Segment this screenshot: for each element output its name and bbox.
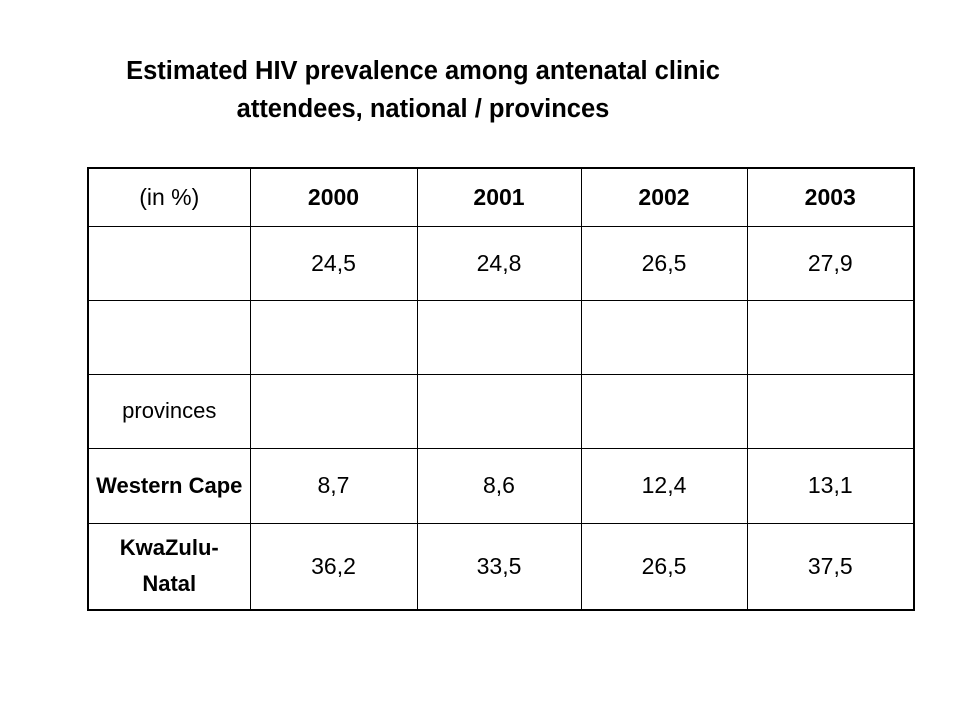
table-row-provinces: provinces [87, 373, 915, 449]
table-cell [580, 299, 748, 375]
table-row-kwazulu-natal: KwaZulu-Natal 36,2 33,5 26,5 37,5 [87, 522, 915, 611]
prevalence-table: (in %) 2000 2001 2002 2003 24,5 24,8 26,… [87, 167, 915, 611]
table-cell: 8,7 [249, 447, 418, 524]
table-row-national: 24,5 24,8 26,5 27,9 [87, 225, 915, 301]
table-cell: 26,5 [580, 225, 748, 301]
table-cell: 12,4 [580, 447, 748, 524]
table-cell: 8,6 [416, 447, 582, 524]
table-cell: 37,5 [746, 522, 915, 611]
page-title: Estimated HIV prevalence among antenatal… [0, 52, 846, 128]
table-cell: 26,5 [580, 522, 748, 611]
row-label [87, 225, 251, 301]
corner-label: (in %) [87, 167, 251, 227]
column-header-2000: 2000 [249, 167, 418, 227]
row-label [87, 299, 251, 375]
table-cell [249, 373, 418, 449]
column-header-2003: 2003 [746, 167, 915, 227]
table-cell: 27,9 [746, 225, 915, 301]
column-header-2002: 2002 [580, 167, 748, 227]
table-cell [416, 299, 582, 375]
title-line-2: attendees, national / provinces [236, 95, 610, 123]
table-cell [416, 373, 582, 449]
table-cell [249, 299, 418, 375]
table-row-western-cape: Western Cape 8,7 8,6 12,4 13,1 [87, 447, 915, 524]
title-line-1: Estimated HIV prevalence among antenatal… [126, 57, 720, 85]
table-cell: 13,1 [746, 447, 915, 524]
row-label: KwaZulu-Natal [87, 522, 251, 611]
table-cell [746, 373, 915, 449]
table-cell [746, 299, 915, 375]
table-cell: 36,2 [249, 522, 418, 611]
table-cell [580, 373, 748, 449]
table-header-row: (in %) 2000 2001 2002 2003 [87, 167, 915, 227]
table-cell: 24,5 [249, 225, 418, 301]
table-row-empty [87, 299, 915, 375]
table-cell: 24,8 [416, 225, 582, 301]
column-header-2001: 2001 [416, 167, 582, 227]
table-cell: 33,5 [416, 522, 582, 611]
row-label: Western Cape [87, 447, 251, 524]
row-label: provinces [87, 373, 251, 449]
